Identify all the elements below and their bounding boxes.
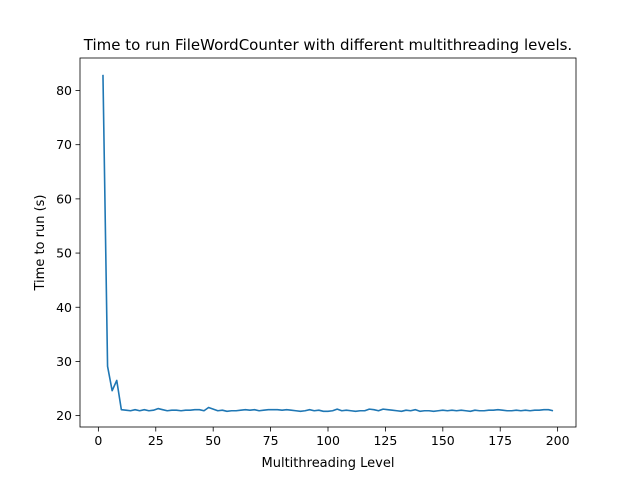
- plot-area: 0 25 50 75 100 125 150 175 200 20 30 40 50 60 70 80: [56, 57, 577, 448]
- x-tick-label: 25: [148, 433, 164, 448]
- x-tick-label: 175: [488, 433, 512, 448]
- y-tick-label: 20: [56, 408, 72, 423]
- x-tick-label: 100: [316, 433, 340, 448]
- x-tick-label: 125: [373, 433, 397, 448]
- chart-title: Time to run FileWordCounter with differe…: [83, 36, 572, 54]
- y-tick-label: 70: [56, 137, 72, 152]
- y-tick-label: 50: [56, 246, 72, 261]
- plot-frame: [79, 57, 577, 428]
- y-axis-label: Time to run (s): [33, 194, 48, 291]
- series-line-0: [102, 74, 554, 413]
- plot-background: [80, 58, 576, 427]
- x-tick-label: 50: [205, 433, 221, 448]
- x-tick-label: 150: [431, 433, 455, 448]
- series-layer: [102, 74, 554, 413]
- x-axis-label: Multithreading Level: [262, 456, 395, 471]
- x-tick-label: 75: [263, 433, 279, 448]
- x-axis-ticks: 0 25 50 75 100 125 150 175 200: [94, 427, 570, 448]
- x-tick-label: 200: [546, 433, 570, 448]
- x-tick-label: 0: [94, 433, 102, 448]
- y-tick-label: 60: [56, 191, 72, 206]
- y-axis-ticks: 20 30 40 50 60 70 80: [56, 83, 80, 423]
- y-tick-label: 40: [56, 300, 72, 315]
- y-tick-label: 30: [56, 354, 72, 369]
- y-tick-label: 80: [56, 83, 72, 98]
